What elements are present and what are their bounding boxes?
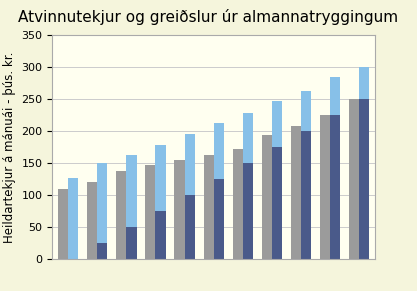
Bar (58, 189, 68, 259)
Bar (262, 135, 272, 259)
Bar (203, 155, 214, 259)
Bar (116, 171, 126, 259)
Bar (145, 165, 156, 259)
Bar (291, 126, 301, 259)
Bar (272, 147, 282, 259)
Bar (126, 155, 136, 227)
Bar (243, 163, 253, 259)
Bar (330, 77, 340, 115)
Bar (214, 179, 224, 259)
Bar (359, 99, 369, 259)
Bar (243, 113, 253, 163)
Bar (156, 145, 166, 211)
Bar (68, 178, 78, 259)
Bar (174, 160, 185, 259)
Bar (330, 115, 340, 259)
Bar (185, 195, 195, 259)
Text: Atvinnutekjur og greiðslur úr almannatryggingum: Atvinnutekjur og greiðslur úr almannatry… (18, 9, 399, 25)
Bar (126, 227, 136, 259)
Y-axis label: Heildartekjur á mánuái - þús. kr.: Heildartekjur á mánuái - þús. kr. (3, 51, 16, 243)
Bar (301, 91, 311, 131)
Bar (349, 99, 359, 259)
Bar (272, 101, 282, 147)
Bar (214, 123, 224, 179)
Bar (97, 163, 108, 243)
Bar (156, 211, 166, 259)
Bar (97, 243, 108, 259)
Bar (359, 67, 369, 99)
Bar (185, 134, 195, 195)
Bar (87, 182, 97, 259)
Bar (301, 131, 311, 259)
Bar (233, 149, 243, 259)
Bar (320, 115, 330, 259)
